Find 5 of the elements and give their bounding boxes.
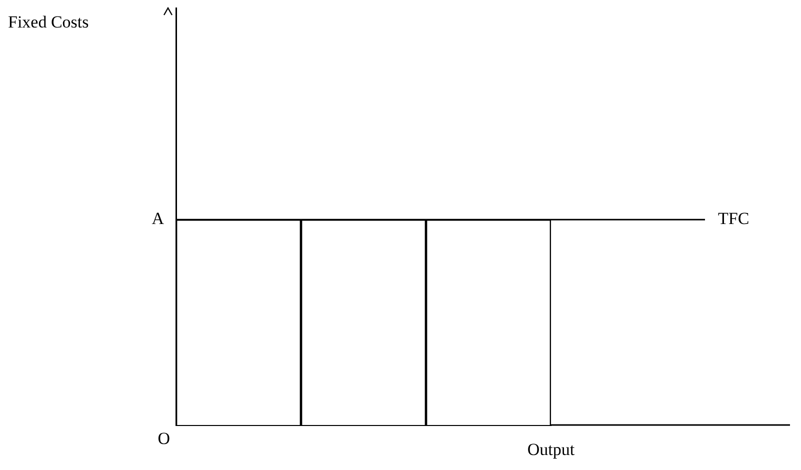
text: A <box>152 209 165 228</box>
text: O <box>158 428 170 448</box>
ref-line-label: TFC <box>718 209 750 228</box>
text: Fixed Costs <box>8 12 89 32</box>
x-axis-title: Output <box>527 440 575 459</box>
